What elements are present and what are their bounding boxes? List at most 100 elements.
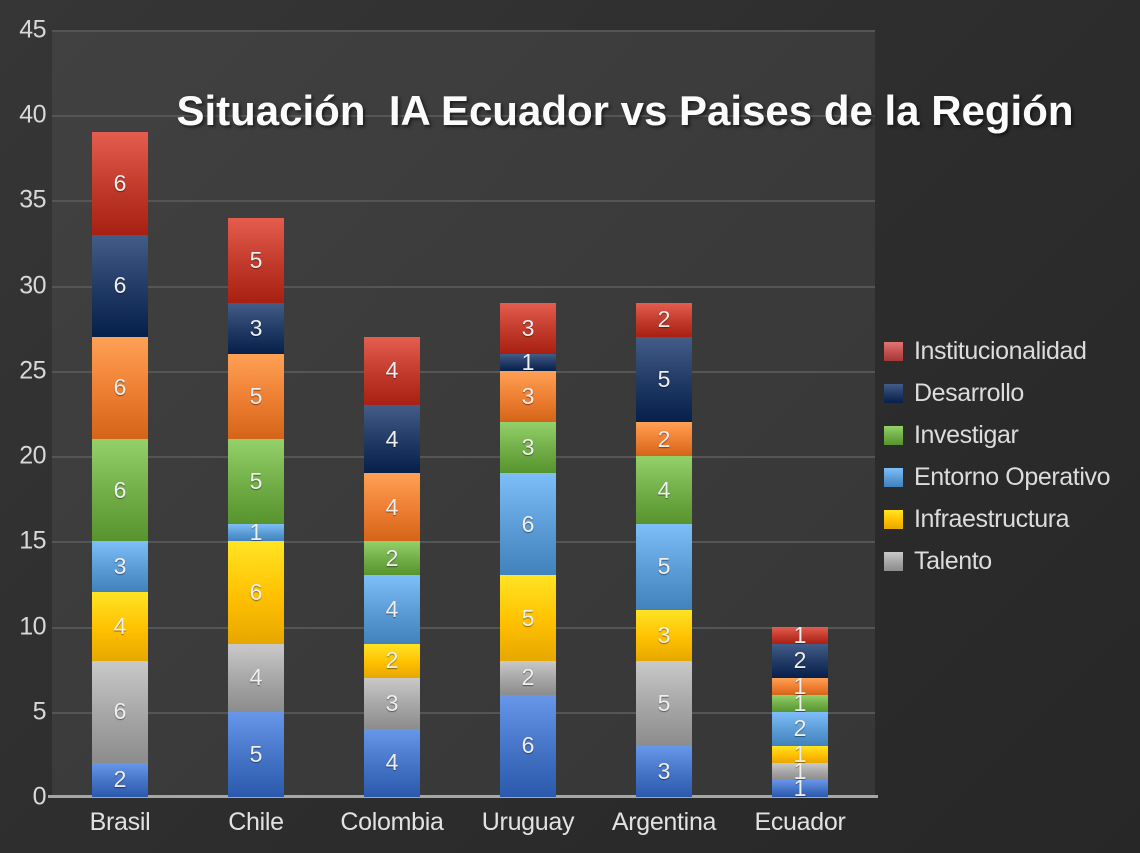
- chart-legend: Institucionalidad Desarrollo Investigar Ent…: [884, 330, 1140, 582]
- bar-segment[interactable]: 3: [500, 302, 556, 354]
- legend-swatch-icon: [884, 551, 903, 571]
- bar-segment-value: 3: [249, 314, 263, 341]
- bar-segment[interactable]: 2: [500, 660, 556, 695]
- bar-segment[interactable]: 4: [228, 643, 284, 712]
- bar-segment[interactable]: 4: [92, 592, 148, 661]
- bar-segment[interactable]: 2: [364, 643, 420, 678]
- bar-segment[interactable]: 2: [636, 302, 692, 337]
- legend-item-talento[interactable]: Talento: [884, 540, 1140, 582]
- bar-segment-value: 3: [657, 757, 671, 784]
- bar-segment-value: 3: [113, 553, 127, 580]
- bar-segment-value: 5: [521, 604, 535, 631]
- gridline: [52, 711, 875, 714]
- legend-item-investigar[interactable]: Investigar: [884, 414, 1140, 456]
- bar-segment[interactable]: 3: [636, 745, 692, 797]
- bar-segment[interactable]: 4: [364, 405, 420, 474]
- bar-segment[interactable]: 1: [772, 677, 828, 695]
- bar-segment[interactable]: 6: [92, 132, 148, 235]
- x-axis-label-uruguay: Uruguay: [481, 808, 575, 836]
- x-axis-label-ecuador: Ecuador: [754, 808, 846, 836]
- bar-segment[interactable]: 5: [228, 711, 284, 797]
- bar-segment-value: 4: [249, 664, 263, 691]
- bar-segment[interactable]: 5: [636, 524, 692, 610]
- legend-item-infraestructura[interactable]: Infraestructura: [884, 498, 1140, 540]
- bar-segment-value: 2: [793, 647, 807, 674]
- y-axis-tick-label: 45: [19, 15, 46, 44]
- bar-segment-value: 5: [249, 246, 263, 273]
- bar-segment[interactable]: 1: [772, 694, 828, 712]
- bar-segment-value: 5: [249, 740, 263, 767]
- bar-segment[interactable]: 6: [228, 541, 284, 644]
- legend-item-desarrollo[interactable]: Desarrollo: [884, 372, 1140, 414]
- bar-segment[interactable]: 2: [92, 762, 148, 797]
- bar-segment[interactable]: 5: [228, 353, 284, 440]
- y-axis-tick-label: 25: [19, 356, 46, 385]
- bar-segment[interactable]: 4: [364, 575, 420, 644]
- bar-segment[interactable]: 3: [500, 370, 556, 423]
- bar-segment[interactable]: 6: [500, 473, 556, 576]
- bar-segment-value: 3: [521, 434, 535, 461]
- bar-column-brasil[interactable]: 2 6 4 3 6 6 6 6: [92, 132, 148, 797]
- bar-segment[interactable]: 6: [500, 694, 556, 797]
- bar-segment[interactable]: 3: [364, 677, 420, 729]
- bar-segment[interactable]: 5: [636, 336, 692, 423]
- bar-column-argentina[interactable]: 3 5 3 5 4 2 5 2: [636, 302, 692, 797]
- bar-segment[interactable]: 2: [636, 422, 692, 457]
- bar-segment-value: 3: [657, 621, 671, 648]
- bar-column-chile[interactable]: 5 4 6 1 5 5 3 5: [228, 217, 284, 797]
- bar-segment-value: 6: [521, 510, 535, 537]
- bar-column-colombia[interactable]: 4 3 2 4 2 4 4 4: [364, 336, 420, 797]
- bar-segment[interactable]: 5: [636, 660, 692, 746]
- y-axis: 45 40 35 30 25 20 15 10 5 0: [0, 16, 47, 811]
- x-axis-label-colombia: Colombia: [340, 808, 444, 836]
- bar-segment[interactable]: 5: [500, 575, 556, 661]
- legend-item-entorno-operativo[interactable]: Entorno Operativo: [884, 456, 1140, 498]
- plot-area: [52, 30, 875, 797]
- bar-segment[interactable]: 6: [92, 234, 148, 337]
- y-axis-tick-label: 15: [19, 526, 46, 555]
- legend-label: Talento: [914, 546, 992, 575]
- bar-segment-value: 1: [793, 677, 807, 695]
- legend-label: Institucionalidad: [914, 336, 1087, 365]
- bar-segment[interactable]: 1: [228, 524, 284, 542]
- bar-segment-value: 6: [249, 578, 263, 605]
- bar-segment[interactable]: 2: [772, 643, 828, 678]
- y-axis-tick-label: 35: [19, 185, 46, 214]
- bar-column-uruguay[interactable]: 6 2 5 6 3 3 1 3: [500, 302, 556, 797]
- bar-segment-value: 3: [385, 689, 399, 716]
- bar-segment[interactable]: 2: [772, 711, 828, 746]
- legend-swatch-icon: [884, 383, 903, 403]
- bar-segment[interactable]: 4: [364, 728, 420, 797]
- bar-segment-value: 6: [113, 698, 127, 725]
- bar-segment[interactable]: 3: [636, 609, 692, 661]
- bar-segment[interactable]: 1: [772, 779, 828, 797]
- legend-swatch-icon: [884, 467, 903, 487]
- bar-segment-value: 5: [657, 365, 671, 392]
- bar-segment[interactable]: 6: [92, 660, 148, 763]
- bar-segment[interactable]: 5: [228, 217, 284, 303]
- bar-segment[interactable]: 6: [92, 336, 148, 440]
- bar-segment[interactable]: 3: [92, 541, 148, 593]
- bar-segment[interactable]: 1: [500, 353, 556, 371]
- x-axis-line: [48, 795, 878, 798]
- legend-swatch-icon: [884, 509, 903, 529]
- bar-segment[interactable]: 4: [636, 456, 692, 525]
- bar-segment-value: 5: [249, 382, 263, 409]
- bar-segment[interactable]: 1: [772, 626, 828, 644]
- legend-item-institucionalidad[interactable]: Institucionalidad: [884, 330, 1140, 372]
- y-axis-tick-label: 5: [32, 697, 47, 726]
- legend-label: Infraestructura: [914, 504, 1070, 533]
- bar-segment[interactable]: 5: [228, 439, 284, 525]
- bar-segment[interactable]: 3: [500, 422, 556, 474]
- bar-segment[interactable]: 4: [364, 336, 420, 406]
- legend-swatch-icon: [884, 425, 903, 445]
- bar-segment[interactable]: 2: [364, 541, 420, 576]
- bar-segment[interactable]: 4: [364, 473, 420, 542]
- bar-segment[interactable]: 3: [228, 302, 284, 354]
- gridline: [52, 456, 875, 459]
- bar-segment[interactable]: 1: [772, 762, 828, 780]
- x-axis-label-argentina: Argentina: [611, 808, 717, 836]
- bar-segment[interactable]: 1: [772, 745, 828, 763]
- bar-segment[interactable]: 6: [92, 439, 148, 542]
